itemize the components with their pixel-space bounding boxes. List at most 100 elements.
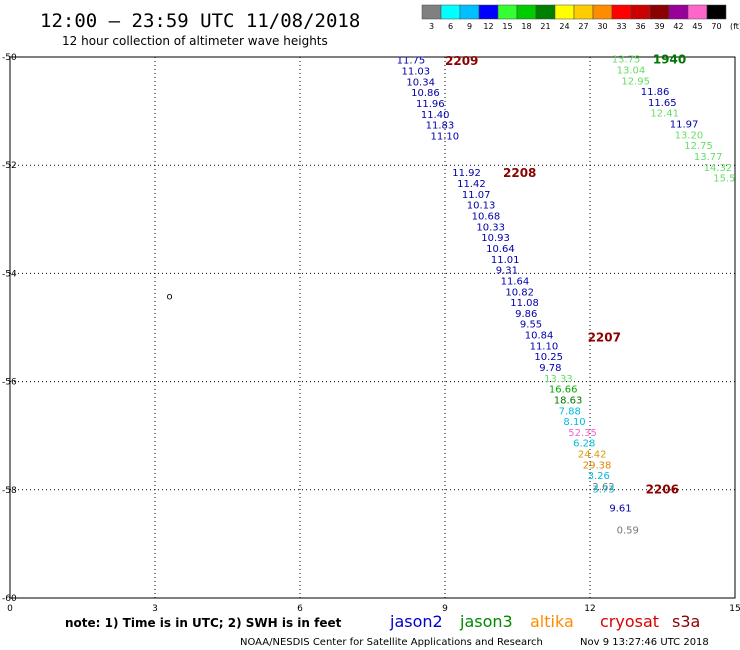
scale-label: 39 [654,22,664,31]
wave-height-label: 10.82 [505,287,534,298]
wave-height-label: 3.26 [588,471,610,482]
wave-height-label: 9.55 [520,320,542,331]
wave-height-label: 11.96 [416,99,445,110]
wave-height-label: 13.75 [612,55,641,66]
x-tick-label: 0 [7,604,13,614]
scale-label: 45 [692,22,702,31]
wave-height-label: 12.41 [650,109,679,120]
satellite-name: cryosat [600,612,659,631]
scale-swatch [649,4,670,20]
wave-height-label: 10.33 [476,222,505,233]
pass-time-label: 2209 [445,54,478,68]
wave-height-label: 15.5 [713,174,735,185]
wave-height-label: 11.40 [421,110,450,121]
wave-height-label: 10.64 [486,244,515,255]
wave-height-label: 13.77 [694,152,723,163]
wave-height-label: 9.78 [539,363,561,374]
wave-height-label: 12.95 [621,76,650,87]
plot-area: 0 3 6 9 12 15-50-52-54-56-58-60o11.7511.0310.… [2,53,740,614]
wave-height-label: 11.01 [491,255,520,266]
scale-label: 21 [540,22,550,31]
scale-swatch [535,4,556,20]
wave-height-label: 11.97 [670,120,699,131]
y-tick-label: -52 [2,161,17,171]
wave-height-label: 29.38 [583,460,612,471]
scale-label: 3 [429,22,434,31]
wave-height-label: 11.07 [462,190,491,201]
wave-height-label: 52.35 [568,428,597,439]
pass-time-label: 2208 [503,166,536,180]
pass-time-label: 1940 [653,53,686,67]
scale-swatch [459,4,480,20]
scale-label: 24 [559,22,569,31]
wave-height-label: 9.61 [609,504,631,515]
scale-label: 9 [467,22,472,31]
wave-height-label: 24.42 [578,450,607,461]
wave-height-label: 9.86 [515,309,537,320]
pass-time-label: 2206 [646,483,679,497]
footnote: note: 1) Time is in UTC; 2) SWH is in fe… [65,616,342,630]
scale-swatch [611,4,632,20]
y-tick-label: -50 [2,53,17,63]
y-tick-label: -54 [2,269,17,279]
satellite-name: jason3 [459,612,513,631]
wave-height-label: 11.83 [426,121,455,132]
scale-label: 27 [578,22,588,31]
wave-height-label: 8.10 [563,417,585,428]
wave-height-label: 6.28 [573,439,595,450]
scale-swatch [630,4,651,20]
scale-swatch [421,4,442,20]
scale-label: 33 [616,22,626,31]
wave-height-label: 11.92 [452,168,481,179]
x-tick-label: 3 [152,604,158,614]
y-tick-label: -58 [2,486,17,496]
scale-swatch [668,4,689,20]
wave-height-label: 13.04 [617,65,646,76]
scale-label: 42 [673,22,683,31]
satellite-name: altika [530,612,574,631]
scale-unit: (ft) [730,22,740,31]
pass-time-label: 2207 [588,331,621,345]
wave-height-label: 11.65 [648,98,677,109]
scale-label: 15 [502,22,512,31]
chart-subtitle: 12 hour collection of altimeter wave hei… [62,34,328,48]
scale-swatch [687,4,708,20]
wave-height-label: 3.73 [592,485,614,496]
scale-label: 70 [711,22,721,31]
scale-swatch [478,4,499,20]
timestamp-text: Nov 9 13:27:46 UTC 2018 [580,637,709,648]
wave-height-label: 11.64 [501,276,530,287]
satellite-name: s3a [672,612,700,631]
wave-height-label: 11.08 [510,298,539,309]
x-tick-label: 12 [584,604,595,614]
wave-height-label: 2.62 [592,482,614,493]
scale-swatch [516,4,537,20]
y-tick-label: -56 [2,378,17,388]
scale-swatch [706,4,727,20]
wave-height-label: 10.34 [406,77,435,88]
wave-height-label: 10.25 [534,352,563,363]
wave-height-label: 11.75 [397,56,426,67]
wave-height-label: 14.32 [704,163,733,174]
scale-label: 30 [597,22,607,31]
wave-height-label: 13.33 [544,374,573,385]
x-tick-label: 6 [297,604,303,614]
wave-height-label: 10.86 [411,88,440,99]
y-tick-label: -60 [2,594,17,604]
scale-swatch [592,4,613,20]
wave-height-label: 13.20 [675,130,704,141]
wave-height-label: 18.63 [554,395,583,406]
satellite-legend: jason2 jason3 altika cryosat s3a [389,612,700,631]
wave-height-label: 10.84 [525,331,554,342]
scale-swatch [497,4,518,20]
credit-text: NOAA/NESDIS Center for Satellite Applica… [240,637,543,648]
scale-swatch [440,4,461,20]
wave-height-label: 7.88 [559,406,581,417]
satellite-name: jason2 [389,612,443,631]
scale-label: 6 [448,22,453,31]
x-tick-label: 15 [729,604,740,614]
plot-frame [9,56,736,599]
wave-height-label: 11.10 [530,341,559,352]
